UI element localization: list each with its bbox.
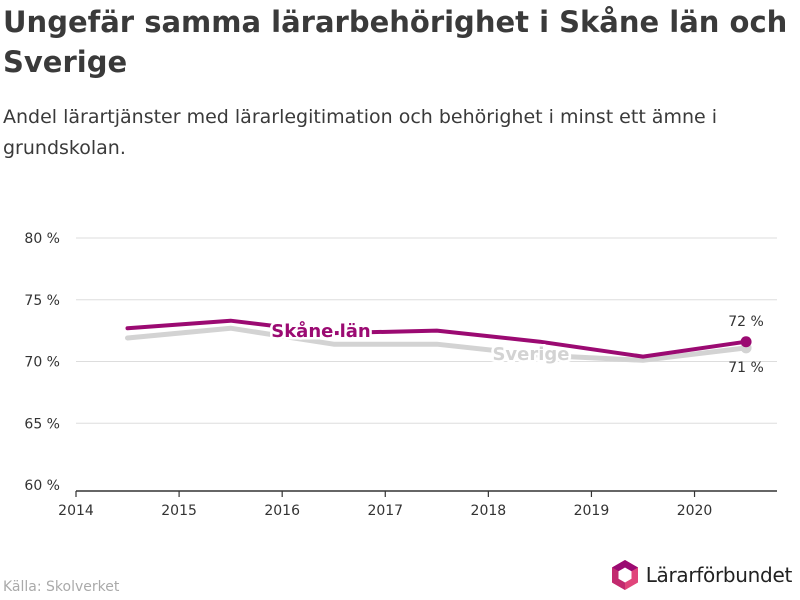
series-endpoint-skane <box>740 336 752 348</box>
y-tick-label: 65 % <box>24 416 60 432</box>
series-lines <box>125 318 752 363</box>
gridlines <box>76 237 777 424</box>
x-tick-label: 2018 <box>471 503 507 519</box>
y-tick-label: 60 % <box>24 478 60 494</box>
x-tick-label: 2014 <box>58 503 94 519</box>
publisher-logo: Lärarförbundet <box>610 558 792 592</box>
source-note: Källa: Skolverket <box>3 579 120 595</box>
y-tick-label: 80 % <box>24 231 60 247</box>
y-tick-label: 75 % <box>24 293 60 309</box>
series-label-skane: Skåne län <box>271 320 371 342</box>
series-label-sverige: Sverige <box>492 344 569 365</box>
series-line-sverige <box>125 325 749 363</box>
series-labels: Sverige Skåne län 72 % 71 % <box>269 314 764 376</box>
axes: 60 % 65 % 70 % 75 % 80 % 2014 2015 2016 2017 2018… <box>24 231 777 519</box>
chart-subtitle: Andel lärartjänster med lärarlegitimatio… <box>3 106 718 159</box>
x-tick-label: 2015 <box>161 503 197 519</box>
end-label-skane: 72 % <box>728 314 764 330</box>
end-label-sverige: 71 % <box>728 360 764 376</box>
y-tick-label: 70 % <box>24 355 60 371</box>
x-tick-label: 2016 <box>264 503 300 519</box>
x-tick-label: 2017 <box>367 503 403 519</box>
lararforbundet-logo-icon <box>611 560 638 590</box>
x-tick-label: 2020 <box>677 503 713 519</box>
chart-title: Ungefär samma lärarbehörighet i Skåne lä… <box>3 5 788 79</box>
logo-text: Lärarförbundet <box>645 563 793 587</box>
series-line-skane <box>125 318 749 359</box>
x-tick-label: 2019 <box>574 503 610 519</box>
